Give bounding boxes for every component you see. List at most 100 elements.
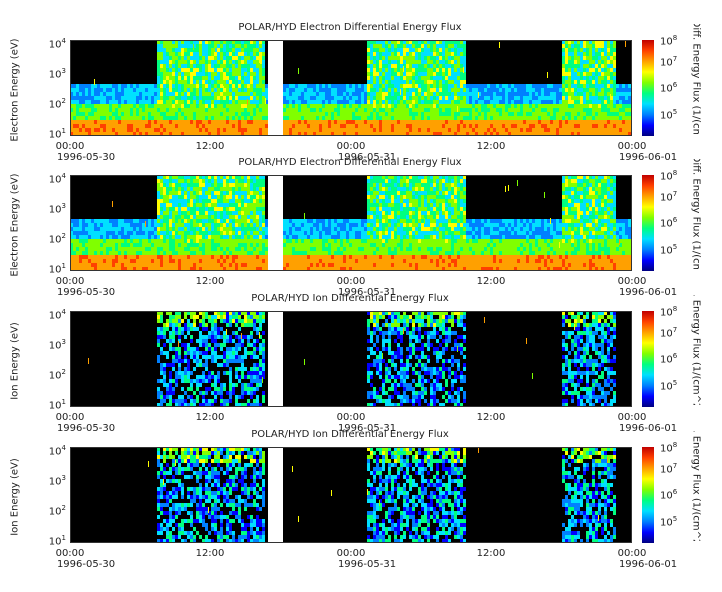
spectrogram-cell — [397, 44, 400, 48]
spectrogram-cell — [235, 52, 238, 56]
spectrogram-cell — [169, 199, 172, 203]
spectrogram-cell — [73, 84, 76, 88]
spectrogram-cell — [328, 128, 331, 132]
spectrogram-cell — [229, 175, 232, 179]
spectrogram-cell — [406, 128, 409, 132]
spectrogram-cell — [142, 251, 145, 255]
spectrogram-cell — [175, 259, 178, 263]
spectrogram-cell — [166, 195, 169, 199]
spectrogram-cell — [187, 239, 190, 243]
spectrogram-cell — [226, 116, 229, 120]
spectrogram-cell — [187, 183, 190, 187]
spectrogram-cell — [538, 92, 541, 96]
spectrogram-cell — [256, 116, 259, 120]
spectrogram-cell — [400, 96, 403, 100]
spectrogram-cell — [373, 132, 376, 136]
spectrogram-cell — [424, 124, 427, 128]
spectrogram-cell — [310, 263, 313, 267]
spectrogram-cell — [220, 120, 223, 124]
spectrogram-cell — [571, 100, 574, 104]
spectrogram-cell — [139, 96, 142, 100]
spectrogram-cell — [262, 263, 265, 267]
spectrogram-cell — [430, 120, 433, 124]
spectrogram-cell — [196, 219, 199, 223]
spectrogram-cell — [70, 235, 73, 239]
spectrogram-cell — [166, 187, 169, 191]
spectrogram-cell — [322, 128, 325, 132]
spectrogram-cell — [256, 187, 259, 191]
spectrogram-cell — [295, 120, 298, 124]
spectrogram-cell — [175, 239, 178, 243]
spectrogram-cell — [379, 104, 382, 108]
spectrogram-cell — [208, 120, 211, 124]
spectrogram-cell — [250, 255, 253, 259]
spectrogram-cell — [319, 100, 322, 104]
spectrogram-cell — [163, 92, 166, 96]
spectrogram-cell — [487, 124, 490, 128]
spectrogram-cell — [628, 124, 631, 128]
spectrogram-cell — [184, 88, 187, 92]
spectrogram-cell — [322, 88, 325, 92]
spectrogram-cell — [304, 267, 307, 271]
spectrogram-cell — [226, 183, 229, 187]
spectrogram-cell — [301, 231, 304, 235]
spectrogram-cell — [364, 104, 367, 108]
spectrogram-cell — [250, 132, 253, 136]
spectrogram-cell — [157, 251, 160, 255]
spectrogram-cell — [385, 116, 388, 120]
spectrogram-cell — [574, 104, 577, 108]
spectrogram-cell — [340, 104, 343, 108]
spectrogram-cell — [163, 219, 166, 223]
spectrogram-cell — [445, 48, 448, 52]
spectrogram-cell — [586, 92, 589, 96]
spectrogram-cell — [325, 247, 328, 251]
spectrogram-cell — [400, 112, 403, 116]
spectrogram-cell — [217, 124, 220, 128]
spectrogram-cell — [202, 215, 205, 219]
spectrogram-cell — [163, 191, 166, 195]
spectrogram-cell — [91, 227, 94, 231]
spectrogram-cell — [169, 48, 172, 52]
spectrogram-cell — [352, 259, 355, 263]
spectrogram-cell — [232, 259, 235, 263]
spectrogram-cell — [238, 124, 241, 128]
spectrogram-cell — [121, 128, 124, 132]
spectrogram-cell — [433, 68, 436, 72]
spectrogram-cell — [457, 52, 460, 56]
spectrogram-cell — [136, 92, 139, 96]
spectrogram-cell — [193, 211, 196, 215]
spectrogram-cell — [220, 247, 223, 251]
spectrogram-cell — [109, 267, 112, 271]
spectrogram-cell — [265, 255, 268, 259]
spectrogram-cell — [355, 223, 358, 227]
spectrogram-cell — [436, 92, 439, 96]
spectrogram-cell — [430, 124, 433, 128]
spectrogram-cell — [580, 100, 583, 104]
spectrogram-cell — [250, 112, 253, 116]
spectrogram-cell — [421, 64, 424, 68]
spectrogram-cell — [424, 72, 427, 76]
spectrogram-cell — [559, 88, 562, 92]
spectrogram-cell — [610, 56, 613, 60]
spectrogram-cell — [151, 132, 154, 136]
spectrogram-cell — [391, 84, 394, 88]
spectrogram-cell — [148, 231, 151, 235]
spectrogram-cell — [88, 112, 91, 116]
spectrogram-cell — [223, 227, 226, 231]
spectrogram-cell — [532, 120, 535, 124]
spectrogram-cell — [76, 251, 79, 255]
spectrogram-cell — [352, 251, 355, 255]
spectrogram-cell — [133, 108, 136, 112]
spectrogram-cell — [202, 179, 205, 183]
spectrogram-cell — [220, 243, 223, 247]
spectrogram-cell — [628, 120, 631, 124]
spectrogram-cell — [163, 251, 166, 255]
spectrogram-cell — [379, 52, 382, 56]
spectrogram-cell — [208, 132, 211, 136]
spectrogram-cell — [415, 48, 418, 52]
spectrogram-cell — [376, 112, 379, 116]
spectrogram-cell — [460, 52, 463, 56]
spectrogram-cell — [175, 108, 178, 112]
spectrogram-cell — [469, 128, 472, 132]
spectrogram-cell — [226, 239, 229, 243]
